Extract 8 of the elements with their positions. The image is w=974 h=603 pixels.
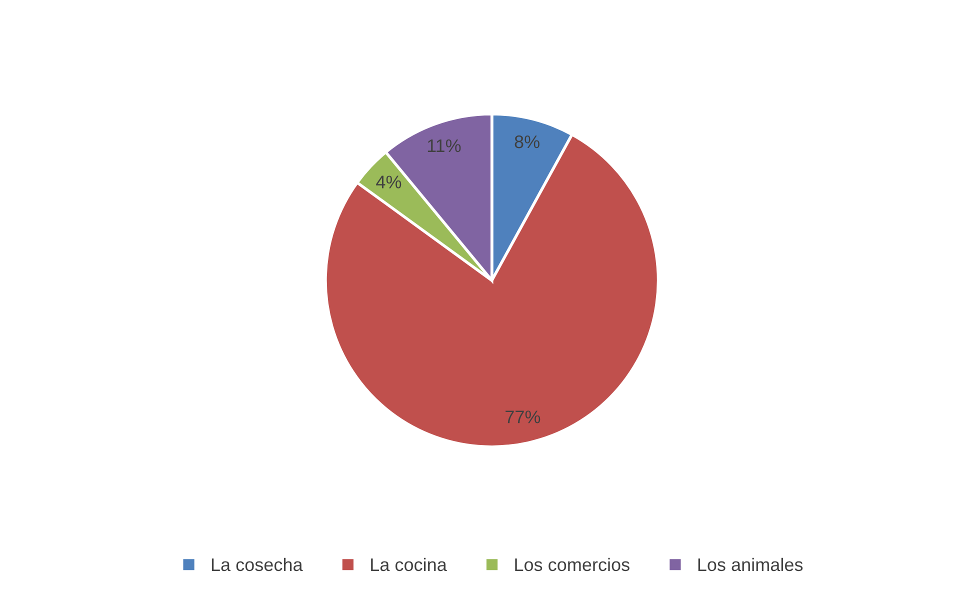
data-label: 8% (514, 135, 540, 148)
data-label: 77% (506, 410, 540, 424)
legend-label: La cosecha (212, 558, 303, 572)
legend-label: La cocina (371, 558, 447, 572)
data-label: 4% (376, 176, 402, 188)
legend-label: Los comercios (515, 558, 630, 572)
data-label: 11% (428, 139, 461, 152)
legend-label: Los animales (698, 558, 803, 572)
